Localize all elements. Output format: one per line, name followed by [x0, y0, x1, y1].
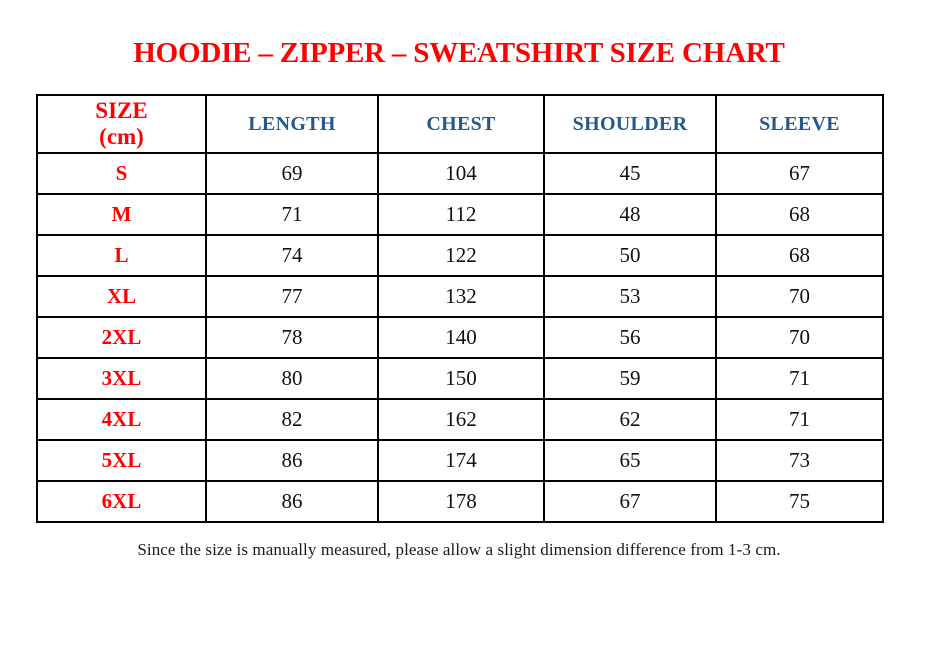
header-row: SIZE (cm) LENGTH CHEST SHOULDER SLEEVE: [36, 94, 884, 154]
sleeve-cell: 73: [715, 439, 884, 482]
shoulder-cell: 53: [543, 275, 717, 318]
table-row: L 74 122 50 68: [36, 234, 884, 277]
chest-cell: 140: [377, 316, 545, 359]
measurement-disclaimer: Since the size is manually measured, ple…: [137, 540, 781, 559]
size-header-line1: SIZE: [95, 97, 148, 123]
size-chart-table: SIZE (cm) LENGTH CHEST SHOULDER SLEEVE S…: [36, 94, 884, 523]
shoulder-cell: 48: [543, 193, 717, 236]
length-cell: 86: [205, 439, 379, 482]
chest-cell: 132: [377, 275, 545, 318]
sleeve-cell: 70: [715, 316, 884, 359]
chest-cell: 122: [377, 234, 545, 277]
sleeve-cell: 71: [715, 357, 884, 400]
size-cell: 2XL: [36, 316, 207, 359]
size-cell: 5XL: [36, 439, 207, 482]
chest-cell: 150: [377, 357, 545, 400]
size-chart-page: HOODIE – ZIPPER – SWEATSHIRT SIZE CHART …: [36, 36, 884, 560]
size-cell: L: [36, 234, 207, 277]
length-cell: 69: [205, 152, 379, 195]
chest-cell: 162: [377, 398, 545, 441]
page-title: HOODIE – ZIPPER – SWEATSHIRT SIZE CHART: [133, 37, 785, 69]
size-cell: 6XL: [36, 480, 207, 523]
column-header-chest: CHEST: [377, 94, 545, 154]
table-row: XL 77 132 53 70: [36, 275, 884, 318]
sleeve-cell: 71: [715, 398, 884, 441]
chest-cell: 174: [377, 439, 545, 482]
table-row: 4XL 82 162 62 71: [36, 398, 884, 441]
size-cell: 4XL: [36, 398, 207, 441]
column-header-shoulder: SHOULDER: [543, 94, 717, 154]
shoulder-cell: 65: [543, 439, 717, 482]
column-header-size: SIZE (cm): [36, 94, 207, 154]
shoulder-cell: 56: [543, 316, 717, 359]
length-cell: 71: [205, 193, 379, 236]
table-row: M 71 112 48 68: [36, 193, 884, 236]
shoulder-cell: 59: [543, 357, 717, 400]
size-cell: XL: [36, 275, 207, 318]
chest-cell: 178: [377, 480, 545, 523]
size-cell: M: [36, 193, 207, 236]
size-cell: S: [36, 152, 207, 195]
table-row: S 69 104 45 67: [36, 152, 884, 195]
size-header-line2: (cm): [99, 124, 144, 149]
column-header-length: LENGTH: [205, 94, 379, 154]
shoulder-cell: 45: [543, 152, 717, 195]
column-header-sleeve: SLEEVE: [715, 94, 884, 154]
length-cell: 86: [205, 480, 379, 523]
length-cell: 77: [205, 275, 379, 318]
chest-cell: 104: [377, 152, 545, 195]
table-row: 5XL 86 174 65 73: [36, 439, 884, 482]
length-cell: 82: [205, 398, 379, 441]
sleeve-cell: 70: [715, 275, 884, 318]
page-top-dot-mark: .: [477, 38, 481, 53]
sleeve-cell: 67: [715, 152, 884, 195]
length-cell: 74: [205, 234, 379, 277]
table-row: 3XL 80 150 59 71: [36, 357, 884, 400]
sleeve-cell: 75: [715, 480, 884, 523]
shoulder-cell: 62: [543, 398, 717, 441]
sleeve-cell: 68: [715, 234, 884, 277]
table-row: 6XL 86 178 67 75: [36, 480, 884, 523]
shoulder-cell: 67: [543, 480, 717, 523]
size-cell: 3XL: [36, 357, 207, 400]
length-cell: 78: [205, 316, 379, 359]
chest-cell: 112: [377, 193, 545, 236]
shoulder-cell: 50: [543, 234, 717, 277]
sleeve-cell: 68: [715, 193, 884, 236]
table-row: 2XL 78 140 56 70: [36, 316, 884, 359]
length-cell: 80: [205, 357, 379, 400]
